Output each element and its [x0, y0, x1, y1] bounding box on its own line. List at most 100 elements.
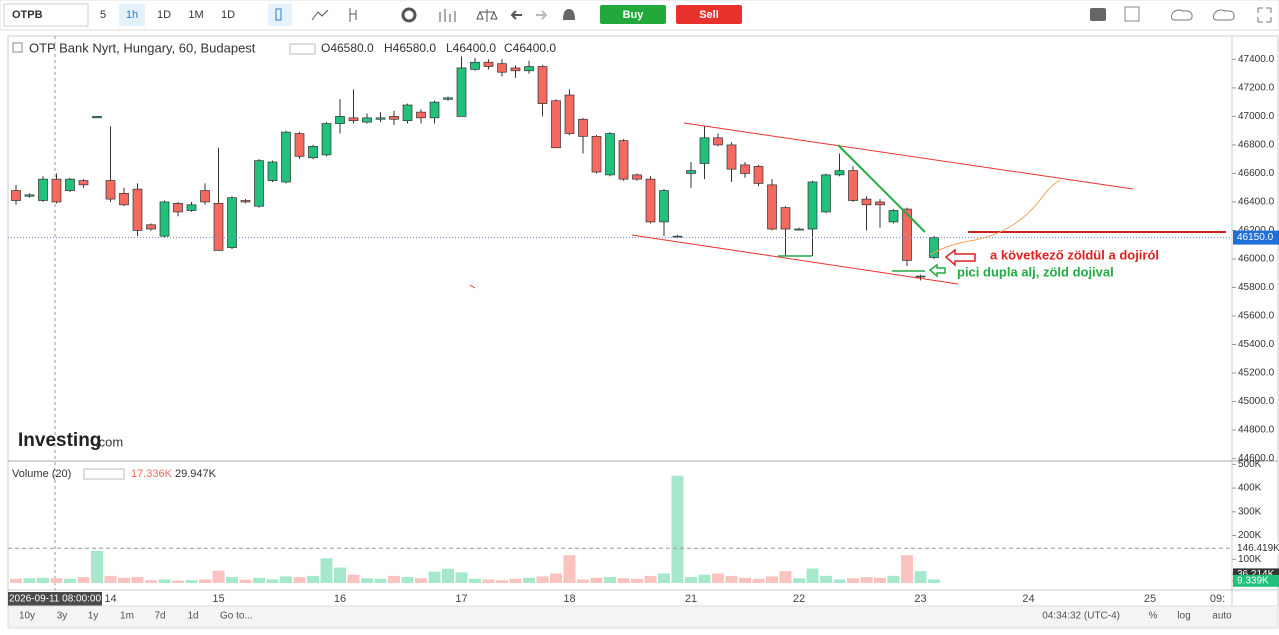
volume-level-label: 146.419K [1237, 543, 1279, 554]
cloud-save-icon[interactable] [1212, 9, 1235, 21]
candle-body [699, 137, 710, 164]
volume-level-box [1233, 574, 1279, 587]
volume-title: Volume (20) [12, 468, 71, 480]
x-tick-label: 21 [685, 593, 697, 605]
annotation: pici dupla alj, zöld dojival [957, 264, 1114, 279]
y-tick-label: 46800.0 [1238, 140, 1275, 151]
candle-body [159, 201, 170, 237]
logo-suffix: .com [95, 434, 123, 449]
symbol-box[interactable] [3, 3, 89, 27]
volume-bar [455, 572, 468, 583]
volume-bar [739, 577, 751, 583]
interval-group: 5 1h 1D 1M 1D [100, 4, 235, 26]
candle-body [915, 275, 926, 278]
footer [7, 605, 1279, 629]
volume-bar [752, 578, 765, 583]
interval-button[interactable]: 1D [221, 9, 235, 21]
volume-bar [509, 578, 522, 583]
buy-button[interactable] [600, 5, 666, 24]
candle-body [24, 194, 35, 197]
option-button[interactable]: log [1177, 611, 1190, 622]
candle-body [51, 178, 62, 203]
volume-bar [131, 577, 144, 583]
volume-icons[interactable] [83, 468, 125, 480]
channel-line-bottom [631, 234, 959, 285]
x-tick-label: 18 [563, 593, 575, 605]
volume-bar [307, 575, 319, 583]
candle-icon-button[interactable] [268, 4, 292, 26]
y-tick-label: 44800.0 [1238, 425, 1275, 436]
volume-bar [239, 579, 252, 583]
sell-button[interactable] [676, 5, 742, 24]
candle-body [483, 61, 494, 67]
candle-body [105, 180, 116, 200]
candle-body [524, 66, 534, 72]
volume-bar [496, 580, 508, 583]
range-button[interactable]: 7d [154, 611, 165, 622]
collapse-icon[interactable] [12, 42, 23, 53]
y-tick-label: 46600.0 [1238, 168, 1275, 179]
line-icon[interactable] [311, 9, 329, 21]
cloud-load-icon[interactable] [1170, 9, 1193, 21]
logo-brand: Investing [18, 430, 101, 451]
option-button[interactable]: auto [1212, 611, 1232, 622]
candle-body [186, 204, 197, 211]
volume-bar [10, 578, 22, 583]
volume-bar [172, 580, 184, 583]
option-button[interactable]: % [1149, 611, 1158, 622]
mark [469, 284, 476, 289]
range-button[interactable]: 1d [187, 611, 198, 622]
range-button[interactable]: 10y [19, 611, 35, 622]
candle-body [335, 116, 345, 124]
screenshot-icon[interactable] [1090, 8, 1106, 21]
candle-body [92, 116, 102, 119]
volume-bar [766, 576, 778, 583]
volume-ma-readout: 29.947K [175, 468, 217, 480]
ohlc-high: H46580.0 [384, 41, 436, 55]
bars-icon[interactable] [349, 8, 357, 22]
clock: 04:34:32 (UTC-4) [1042, 611, 1120, 622]
volume-bar [482, 579, 495, 583]
interval-button[interactable]: 1h [126, 9, 138, 21]
settings-icon[interactable] [401, 7, 417, 23]
candle-body [267, 161, 278, 181]
goto-button[interactable]: Go to... [220, 611, 253, 622]
volume-bar [442, 568, 454, 583]
indicators-icon[interactable] [439, 9, 456, 22]
candle-body [402, 104, 413, 122]
volume-bar [266, 579, 279, 583]
interval-button[interactable]: 1M [188, 9, 203, 21]
y-tick-label: 200K [1238, 530, 1262, 541]
alert-icon[interactable] [563, 9, 575, 20]
undo-icon[interactable] [510, 10, 522, 20]
volume-bar [671, 475, 684, 583]
candle-body [38, 178, 48, 201]
volume-bar [577, 579, 589, 583]
interval-button[interactable]: 1D [157, 9, 171, 21]
volume-bar [901, 555, 913, 583]
interval-button[interactable]: 5 [100, 9, 106, 21]
volume-bar [712, 573, 724, 583]
range-button[interactable]: 1y [88, 611, 99, 622]
x-tick-label: 23 [914, 593, 926, 605]
legend-icons[interactable] [289, 43, 316, 55]
candle-body [861, 198, 872, 206]
candle-body [200, 190, 210, 203]
candle-body [794, 228, 804, 231]
fullscreen-icon[interactable] [1257, 7, 1272, 23]
trend-line [837, 144, 926, 233]
candle-body [564, 94, 575, 134]
range-button[interactable]: 1m [120, 611, 134, 622]
candle-body [362, 117, 372, 123]
y-tick-label: 46400.0 [1238, 197, 1275, 208]
volume-bar [617, 578, 630, 583]
x-tick-label: 15 [212, 593, 224, 605]
range-button[interactable]: 3y [57, 611, 68, 622]
volume-bar [685, 577, 697, 583]
volume-bar [833, 579, 846, 583]
compare-icon[interactable] [476, 9, 498, 22]
redo-icon[interactable] [536, 10, 548, 20]
plot-area: 44600.0 44800.0 45000.0 45200.0 45400.0 45600… [8, 54, 1279, 605]
layout-icon[interactable] [1124, 6, 1140, 22]
